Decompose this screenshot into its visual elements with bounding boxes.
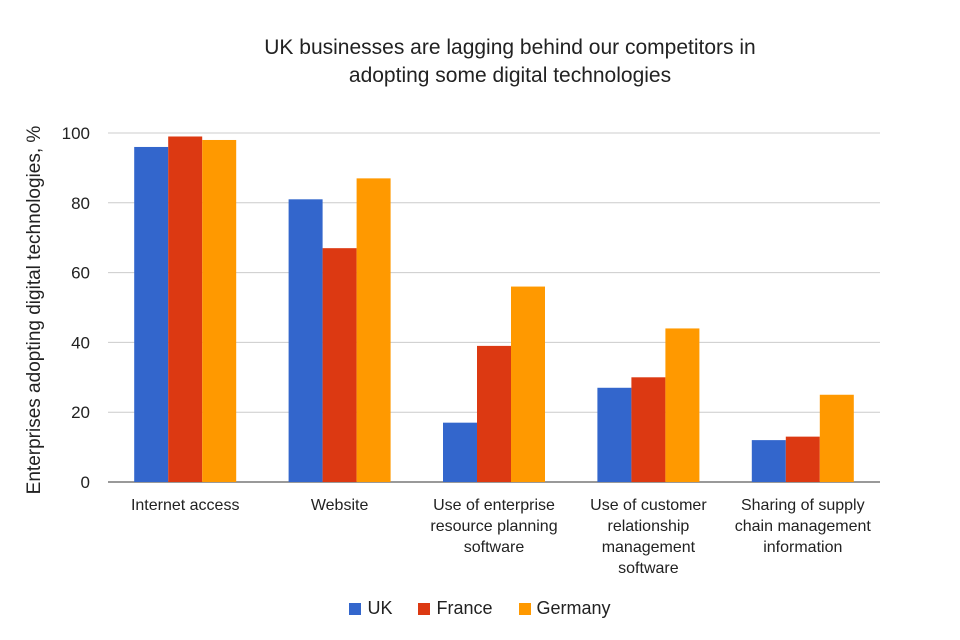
bar-germany-2 (511, 286, 545, 482)
y-axis-label: Enterprises adopting digital technologie… (24, 126, 45, 495)
x-tick-label: Sharing of supply chain management informa… (735, 497, 872, 556)
legend-item-uk: UK (349, 598, 392, 619)
legend-swatch-uk (349, 602, 362, 615)
x-axis-ticks: Internet access Website Use of enterprise r… (131, 497, 871, 577)
x-tick-label: Internet access (131, 497, 240, 514)
legend-swatch-germany (518, 602, 531, 615)
bar-uk-2 (443, 422, 477, 482)
y-tick-label: 40 (71, 333, 90, 352)
bar-uk-4 (751, 440, 786, 482)
bar-france-0 (168, 136, 203, 483)
bar-france-4 (785, 436, 820, 482)
bar-germany-0 (202, 139, 237, 483)
bar-france-2 (477, 345, 511, 482)
chart-title-line-1: UK businesses are lagging behind our com… (264, 36, 756, 59)
y-tick-label: 0 (81, 473, 90, 492)
bar-germany-3 (665, 328, 700, 482)
bar-uk-1 (288, 199, 323, 482)
y-tick-label: 20 (71, 403, 90, 422)
bar-france-1 (322, 248, 357, 482)
bar-uk-3 (597, 387, 632, 482)
y-tick-label: 80 (71, 194, 90, 213)
bar-germany-1 (356, 178, 391, 482)
x-tick-label: Use of customer relationship management sof… (590, 497, 707, 577)
chart-title: UK businesses are lagging behind our com… (130, 34, 890, 90)
legend: UK France Germany (0, 598, 960, 619)
x-tick-label: Website (311, 497, 369, 514)
legend-item-france: France (418, 598, 493, 619)
legend-label-germany: Germany (536, 598, 611, 618)
legend-label-france: France (436, 598, 493, 618)
y-tick-label: 60 (71, 264, 90, 283)
bar-germany-4 (819, 394, 854, 482)
bars (134, 136, 854, 483)
y-tick-label: 100 (62, 124, 90, 143)
y-axis-ticks: 0 20 40 60 80 100 (62, 124, 90, 492)
bar-uk-0 (134, 146, 169, 482)
chart-title-line-2: adopting some digital technologies (348, 64, 672, 87)
legend-swatch-france (418, 602, 431, 615)
x-tick-label: Use of enterprise resource planning softwa… (430, 497, 557, 556)
legend-item-germany: Germany (518, 598, 611, 619)
bar-france-3 (631, 377, 666, 482)
legend-label-uk: UK (367, 598, 393, 618)
